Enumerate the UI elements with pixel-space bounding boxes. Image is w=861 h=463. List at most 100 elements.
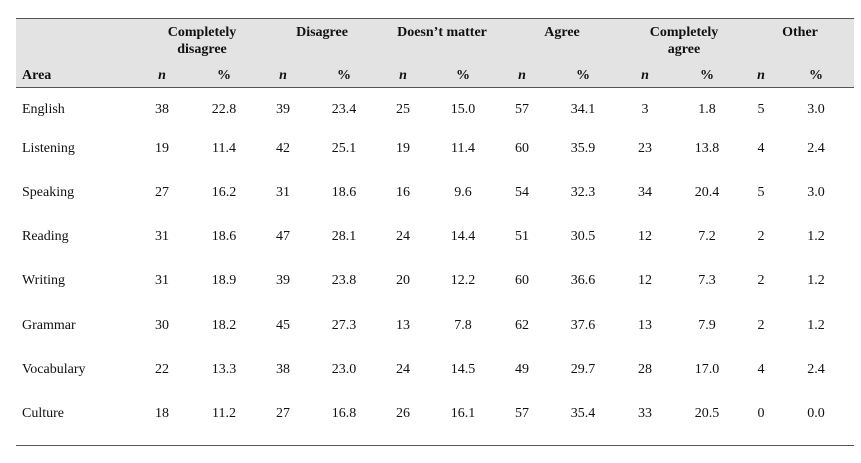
table-cell: 18.2 bbox=[211, 318, 237, 333]
table-cell: 3 bbox=[641, 102, 649, 117]
table-cell: 16.8 bbox=[331, 406, 357, 421]
table-cell: 45 bbox=[276, 318, 290, 333]
group-header: Other bbox=[782, 25, 818, 40]
subcolumn-header: % bbox=[217, 68, 231, 83]
table-cell: 1.2 bbox=[807, 229, 825, 244]
group-header: Completely disagree bbox=[167, 25, 237, 57]
table-cell: 31 bbox=[276, 185, 290, 200]
table-cell: 12.2 bbox=[450, 273, 476, 288]
table-cell: 2.4 bbox=[807, 141, 825, 156]
table-cell: 30.5 bbox=[570, 229, 596, 244]
table-cell: 20.5 bbox=[694, 406, 720, 421]
row-label: Listening bbox=[22, 141, 75, 156]
table-cell: 7.9 bbox=[698, 318, 716, 333]
table-cell: 31 bbox=[155, 229, 169, 244]
subcolumn-header: % bbox=[809, 68, 823, 83]
table-cell: 31 bbox=[155, 273, 169, 288]
table-cell: 24 bbox=[396, 229, 410, 244]
table-cell: 23.4 bbox=[331, 102, 357, 117]
table-cell: 11.4 bbox=[451, 141, 475, 156]
table-cell: 5 bbox=[757, 185, 765, 200]
table-cell: 57 bbox=[515, 102, 529, 117]
table-cell: 42 bbox=[276, 141, 290, 156]
row-label: English bbox=[22, 102, 65, 117]
table-cell: 14.5 bbox=[450, 362, 476, 377]
table-cell: 28.1 bbox=[331, 229, 357, 244]
table-cell: 28 bbox=[638, 362, 652, 377]
header-band bbox=[16, 18, 854, 88]
table-cell: 29.7 bbox=[570, 362, 596, 377]
table-cell: 18 bbox=[155, 406, 169, 421]
table-cell: 7.8 bbox=[454, 318, 472, 333]
table-cell: 7.3 bbox=[698, 273, 716, 288]
table-cell: 26 bbox=[396, 406, 410, 421]
table-cell: 62 bbox=[515, 318, 529, 333]
table-cell: 23.8 bbox=[331, 273, 357, 288]
group-header: Disagree bbox=[296, 25, 348, 40]
table-cell: 22 bbox=[155, 362, 169, 377]
table-cell: 16.2 bbox=[211, 185, 237, 200]
table-cell: 20.4 bbox=[694, 185, 720, 200]
table-cell: 20 bbox=[396, 273, 410, 288]
table-cell: 27 bbox=[276, 406, 290, 421]
table-cell: 34.1 bbox=[570, 102, 596, 117]
row-label: Speaking bbox=[22, 185, 75, 200]
table-cell: 4 bbox=[757, 362, 765, 377]
table-cell: 23.0 bbox=[331, 362, 357, 377]
table-cell: 23 bbox=[638, 141, 652, 156]
table-cell: 47 bbox=[276, 229, 290, 244]
table-cell: 36.6 bbox=[570, 273, 596, 288]
table-cell: 25 bbox=[396, 102, 410, 117]
table-cell: 35.4 bbox=[570, 406, 596, 421]
table-cell: 18.6 bbox=[331, 185, 357, 200]
table-cell: 14.4 bbox=[450, 229, 476, 244]
table-cell: 60 bbox=[515, 273, 529, 288]
subcolumn-header: % bbox=[700, 68, 714, 83]
table-cell: 27.3 bbox=[331, 318, 357, 333]
group-header: Agree bbox=[544, 25, 580, 40]
table-cell: 32.3 bbox=[570, 185, 596, 200]
table-cell: 0 bbox=[757, 406, 765, 421]
table-cell: 37.6 bbox=[570, 318, 596, 333]
table-cell: 33 bbox=[638, 406, 652, 421]
subcolumn-header: n bbox=[279, 68, 287, 83]
row-label: Culture bbox=[22, 406, 64, 421]
table-cell: 13 bbox=[638, 318, 652, 333]
table-cell: 11.4 bbox=[212, 141, 236, 156]
table-cell: 24 bbox=[396, 362, 410, 377]
table-cell: 16.1 bbox=[450, 406, 476, 421]
table-cell: 57 bbox=[515, 406, 529, 421]
table-cell: 25.1 bbox=[331, 141, 357, 156]
row-label: Reading bbox=[22, 229, 69, 244]
subcolumn-header: % bbox=[337, 68, 351, 83]
table-cell: 2 bbox=[757, 273, 765, 288]
table-cell: 11.2 bbox=[212, 406, 236, 421]
table-cell: 13.3 bbox=[211, 362, 237, 377]
subcolumn-header: n bbox=[757, 68, 765, 83]
group-header: Doesn’t matter bbox=[397, 25, 487, 40]
table-cell: 30 bbox=[155, 318, 169, 333]
table-cell: 17.0 bbox=[694, 362, 720, 377]
table-cell: 2 bbox=[757, 229, 765, 244]
table-cell: 60 bbox=[515, 141, 529, 156]
bottom-rule bbox=[16, 445, 854, 446]
table-cell: 15.0 bbox=[450, 102, 476, 117]
table-cell: 39 bbox=[276, 273, 290, 288]
table-cell: 2.4 bbox=[807, 362, 825, 377]
subcolumn-header: % bbox=[456, 68, 470, 83]
table-cell: 19 bbox=[155, 141, 169, 156]
table-cell: 2 bbox=[757, 318, 765, 333]
row-label: Grammar bbox=[22, 318, 76, 333]
subcolumn-header: n bbox=[399, 68, 407, 83]
table-cell: 3.0 bbox=[807, 185, 825, 200]
table-cell: 18.6 bbox=[211, 229, 237, 244]
table-cell: 38 bbox=[155, 102, 169, 117]
row-label: Vocabulary bbox=[22, 362, 86, 377]
table-cell: 9.6 bbox=[454, 185, 472, 200]
subcolumn-header: % bbox=[576, 68, 590, 83]
table-cell: 19 bbox=[396, 141, 410, 156]
table-cell: 5 bbox=[757, 102, 765, 117]
group-header: Completely agree bbox=[649, 25, 719, 57]
table-cell: 4 bbox=[757, 141, 765, 156]
table-cell: 27 bbox=[155, 185, 169, 200]
